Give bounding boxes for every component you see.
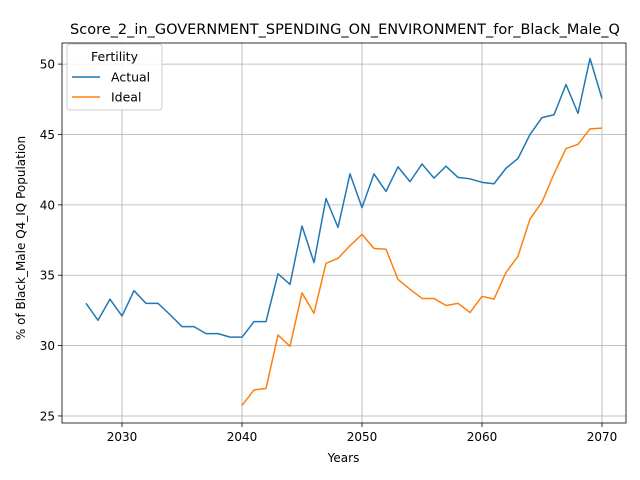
legend-entries: Actual Ideal (72, 70, 150, 105)
x-tick-label: 2060 (467, 430, 498, 444)
legend: Fertility Actual Ideal (66, 43, 163, 111)
y-tick-label: 30 (40, 339, 55, 353)
legend-label-actual: Actual (111, 70, 150, 85)
series-line-actual (85, 57, 603, 338)
y-axis-ticks: 25 30 35 40 45 50 (40, 58, 62, 423)
x-tick-label: 2050 (347, 430, 378, 444)
y-tick-label: 40 (40, 198, 55, 212)
legend-box (66, 43, 163, 111)
x-tick-label: 2040 (227, 430, 258, 444)
plot-frame (61, 42, 627, 424)
series-line-ideal (241, 127, 603, 406)
x-tick-label: 2070 (587, 430, 618, 444)
y-tick-label: 25 (40, 409, 55, 423)
x-tick-label: 2030 (107, 430, 138, 444)
y-tick-label: 50 (40, 58, 55, 72)
x-axis-ticks: 2030 2040 2050 2060 2070 (107, 423, 618, 444)
series-lines (85, 57, 603, 406)
y-tick-label: 35 (40, 269, 55, 283)
legend-title: Fertility (91, 49, 139, 64)
y-tick-label: 45 (40, 128, 55, 142)
legend-label-ideal: Ideal (111, 90, 141, 105)
y-axis-label: % of Black_Male Q4_IQ Population (14, 136, 28, 340)
x-axis-label: Years (327, 451, 360, 465)
chart-title: Score_2_in_GOVERNMENT_SPENDING_ON_ENVIRO… (70, 22, 620, 38)
